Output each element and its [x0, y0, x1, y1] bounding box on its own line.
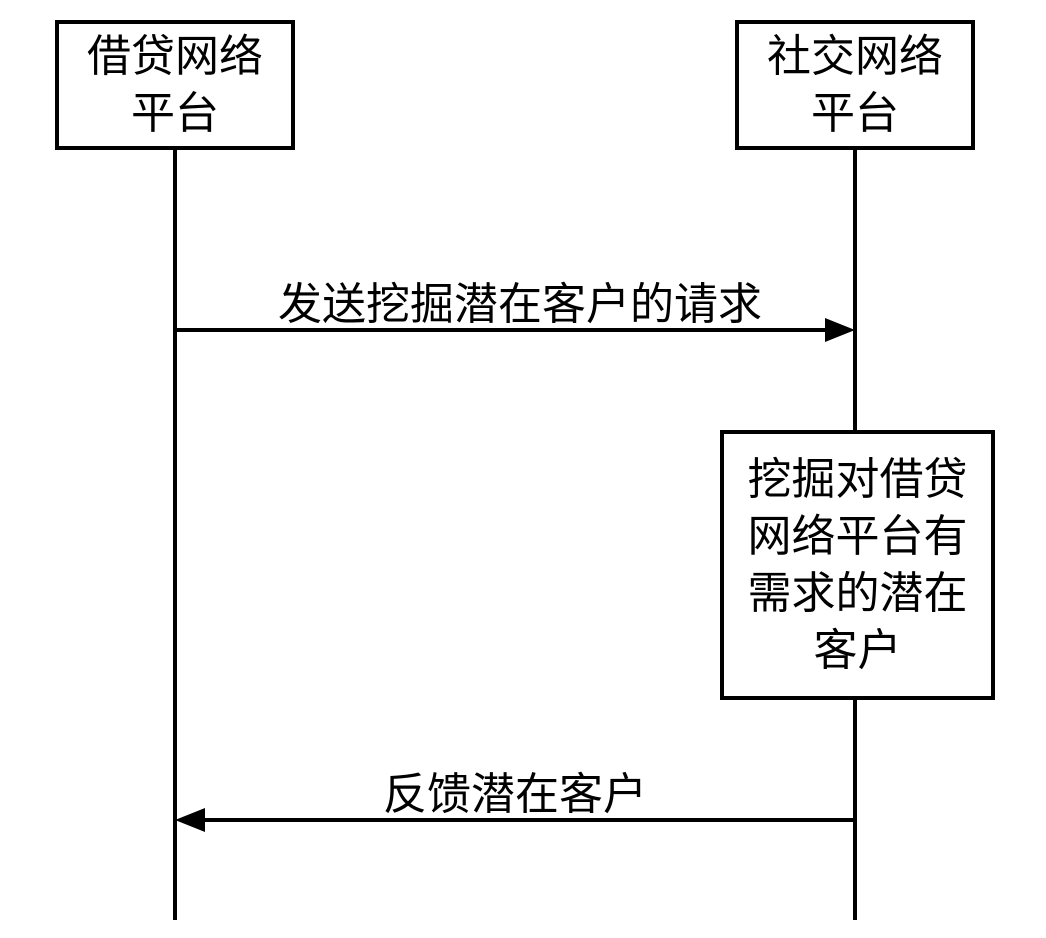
process-line1: 挖掘对借贷: [748, 455, 968, 504]
participant-left-box: 借贷网络 平台: [55, 20, 295, 150]
message-response-arrow: [175, 805, 857, 835]
participant-right-box: 社交网络 平台: [735, 20, 975, 150]
participant-left-line1: 借贷网络: [87, 32, 263, 81]
message-request-arrow: [177, 315, 857, 345]
process-box: 挖掘对借贷 网络平台有 需求的潜在 客户: [720, 430, 995, 700]
participant-left-line2: 平台: [131, 89, 219, 138]
lifeline-right-upper: [853, 150, 857, 430]
participant-right-line1: 社交网络: [767, 32, 943, 81]
sequence-diagram: 借贷网络 平台 社交网络 平台 发送挖掘潜在客户的请求 挖掘对借贷 网络平台有 …: [0, 0, 1046, 938]
process-line4: 客户: [814, 626, 902, 675]
participant-right-line2: 平台: [811, 89, 899, 138]
process-line2: 网络平台有: [748, 512, 968, 561]
process-line3: 需求的潜在: [748, 569, 968, 618]
